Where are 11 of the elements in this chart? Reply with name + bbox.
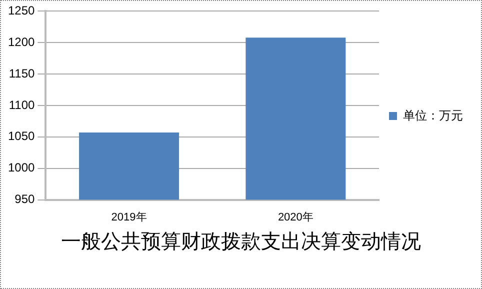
legend-label: 单位：万元	[403, 108, 463, 122]
text: 一般公共预算财政拨款支出决算变动情况	[60, 228, 422, 255]
y-tick-label: 1050	[8, 129, 36, 144]
y-tick-label: 1250	[8, 4, 36, 18]
y-tick-label: 1000	[8, 160, 36, 175]
y-tick-label: 1100	[8, 98, 36, 112]
x-tick-label: 2019年	[111, 211, 147, 224]
y-tick-label: 950	[14, 192, 36, 206]
y-tick-label: 1200	[8, 34, 36, 49]
y-tick-label: 1150	[8, 66, 36, 80]
x-tick-label: 2020年	[278, 211, 314, 224]
